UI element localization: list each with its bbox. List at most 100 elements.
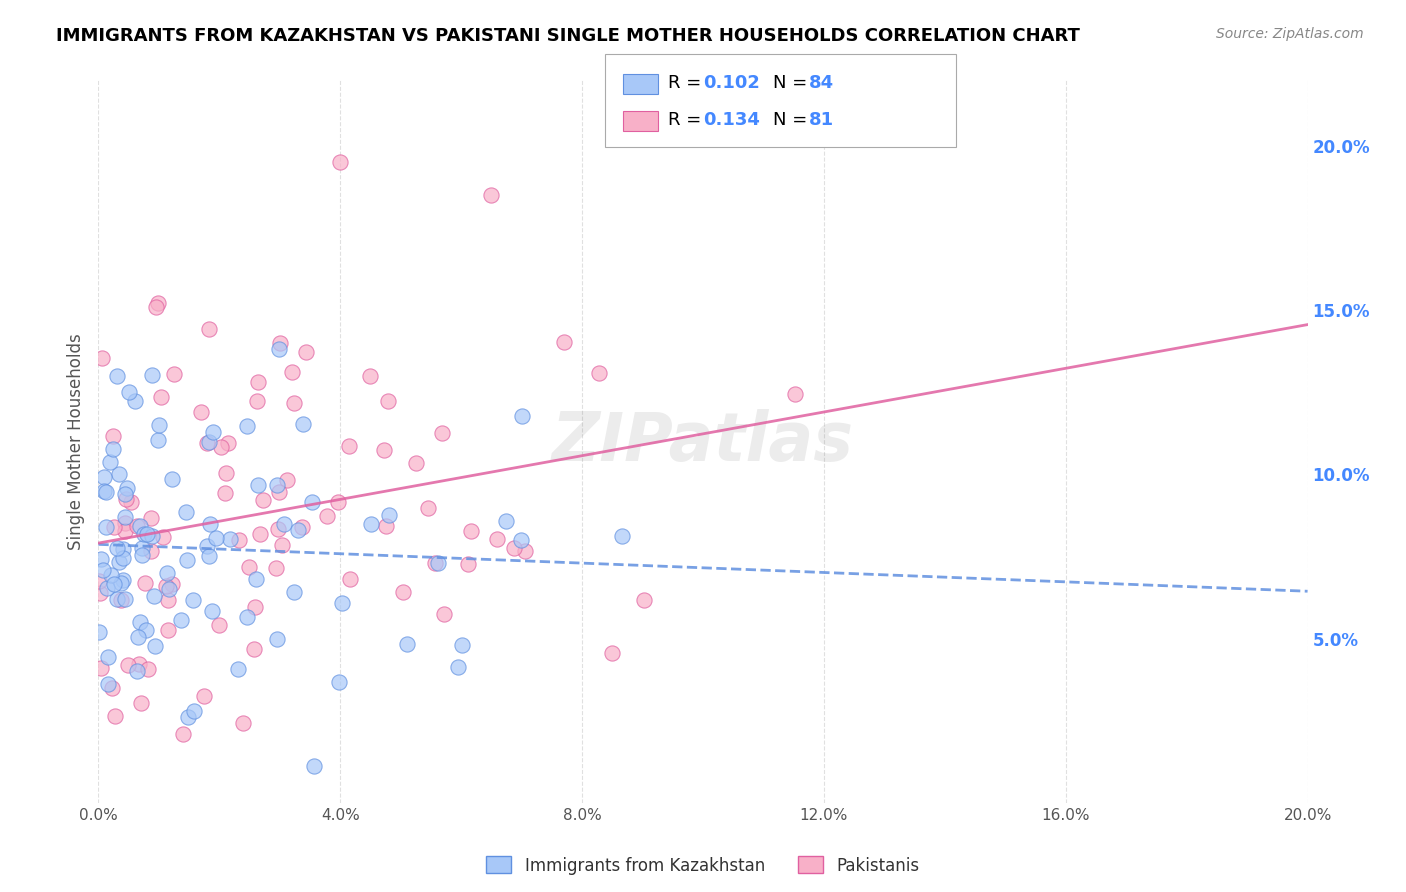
Point <box>105 541 128 555</box>
Point <box>612 529 634 543</box>
Point <box>117 481 139 495</box>
Point <box>266 632 288 646</box>
Point <box>150 390 173 404</box>
Point <box>588 367 610 381</box>
Point <box>139 544 162 558</box>
Point <box>226 662 249 676</box>
Point <box>460 524 482 538</box>
Point <box>104 708 127 723</box>
Point <box>105 368 128 383</box>
Point <box>172 727 194 741</box>
Point <box>103 520 125 534</box>
Point <box>283 396 305 410</box>
Point <box>236 609 259 624</box>
Point <box>423 556 446 570</box>
Point <box>328 674 350 689</box>
Point <box>329 155 352 169</box>
Point <box>100 568 122 582</box>
Point <box>217 436 239 450</box>
Text: Source: ZipAtlas.com: Source: ZipAtlas.com <box>1216 27 1364 41</box>
Point <box>129 519 152 533</box>
Point <box>485 532 508 546</box>
Point <box>117 658 139 673</box>
Point <box>246 478 269 492</box>
Point <box>218 532 240 546</box>
Point <box>97 650 120 665</box>
Point <box>195 539 218 553</box>
Point <box>93 484 115 499</box>
Point <box>447 659 470 673</box>
Point <box>301 495 323 509</box>
Point <box>291 520 314 534</box>
Point <box>270 538 292 552</box>
Point <box>215 466 238 480</box>
Point <box>89 574 111 588</box>
Point <box>111 541 134 556</box>
Point <box>103 442 125 456</box>
Point <box>190 405 212 419</box>
Point <box>148 418 170 433</box>
Point <box>457 558 479 572</box>
Text: 84: 84 <box>808 74 834 92</box>
Point <box>156 566 179 580</box>
Point <box>143 639 166 653</box>
Point <box>205 531 228 545</box>
Point <box>129 696 152 710</box>
Text: N =: N = <box>773 112 813 129</box>
Point <box>114 524 136 539</box>
Point <box>337 439 360 453</box>
Point <box>170 613 193 627</box>
Point <box>360 517 382 532</box>
Point <box>785 386 807 401</box>
Point <box>136 526 159 541</box>
Point <box>243 600 266 615</box>
Point <box>93 470 115 484</box>
Point <box>176 553 198 567</box>
Point <box>481 188 503 202</box>
Point <box>146 433 169 447</box>
Point <box>127 630 149 644</box>
Point <box>129 615 152 629</box>
Point <box>103 429 125 443</box>
Point <box>90 660 112 674</box>
Point <box>97 676 120 690</box>
Point <box>141 529 163 543</box>
Point <box>198 435 221 450</box>
Point <box>252 493 274 508</box>
Point <box>141 368 163 383</box>
Point <box>156 593 179 607</box>
Point <box>228 533 250 547</box>
Point <box>209 440 232 454</box>
Point <box>495 514 517 528</box>
Point <box>174 505 197 519</box>
Point <box>197 549 219 564</box>
Point <box>273 517 295 532</box>
Point <box>131 541 153 555</box>
Point <box>295 345 318 359</box>
Text: 81: 81 <box>808 112 834 129</box>
Point <box>108 467 131 481</box>
Point <box>163 367 186 381</box>
Point <box>249 526 271 541</box>
Point <box>134 575 156 590</box>
Point <box>405 456 427 470</box>
Point <box>181 593 204 607</box>
Point <box>110 593 132 607</box>
Y-axis label: Single Mother Households: Single Mother Households <box>66 334 84 549</box>
Point <box>111 574 134 588</box>
Point <box>245 572 267 586</box>
Point <box>433 607 456 622</box>
Point <box>114 516 136 530</box>
Text: 0.102: 0.102 <box>703 74 759 92</box>
Point <box>633 593 655 607</box>
Point <box>96 485 118 500</box>
Point <box>236 419 259 434</box>
Point <box>131 548 153 562</box>
Point <box>115 492 138 507</box>
Point <box>198 322 221 336</box>
Point <box>510 409 533 424</box>
Point <box>553 334 575 349</box>
Point <box>291 417 314 431</box>
Point <box>157 623 180 637</box>
Text: N =: N = <box>773 74 813 92</box>
